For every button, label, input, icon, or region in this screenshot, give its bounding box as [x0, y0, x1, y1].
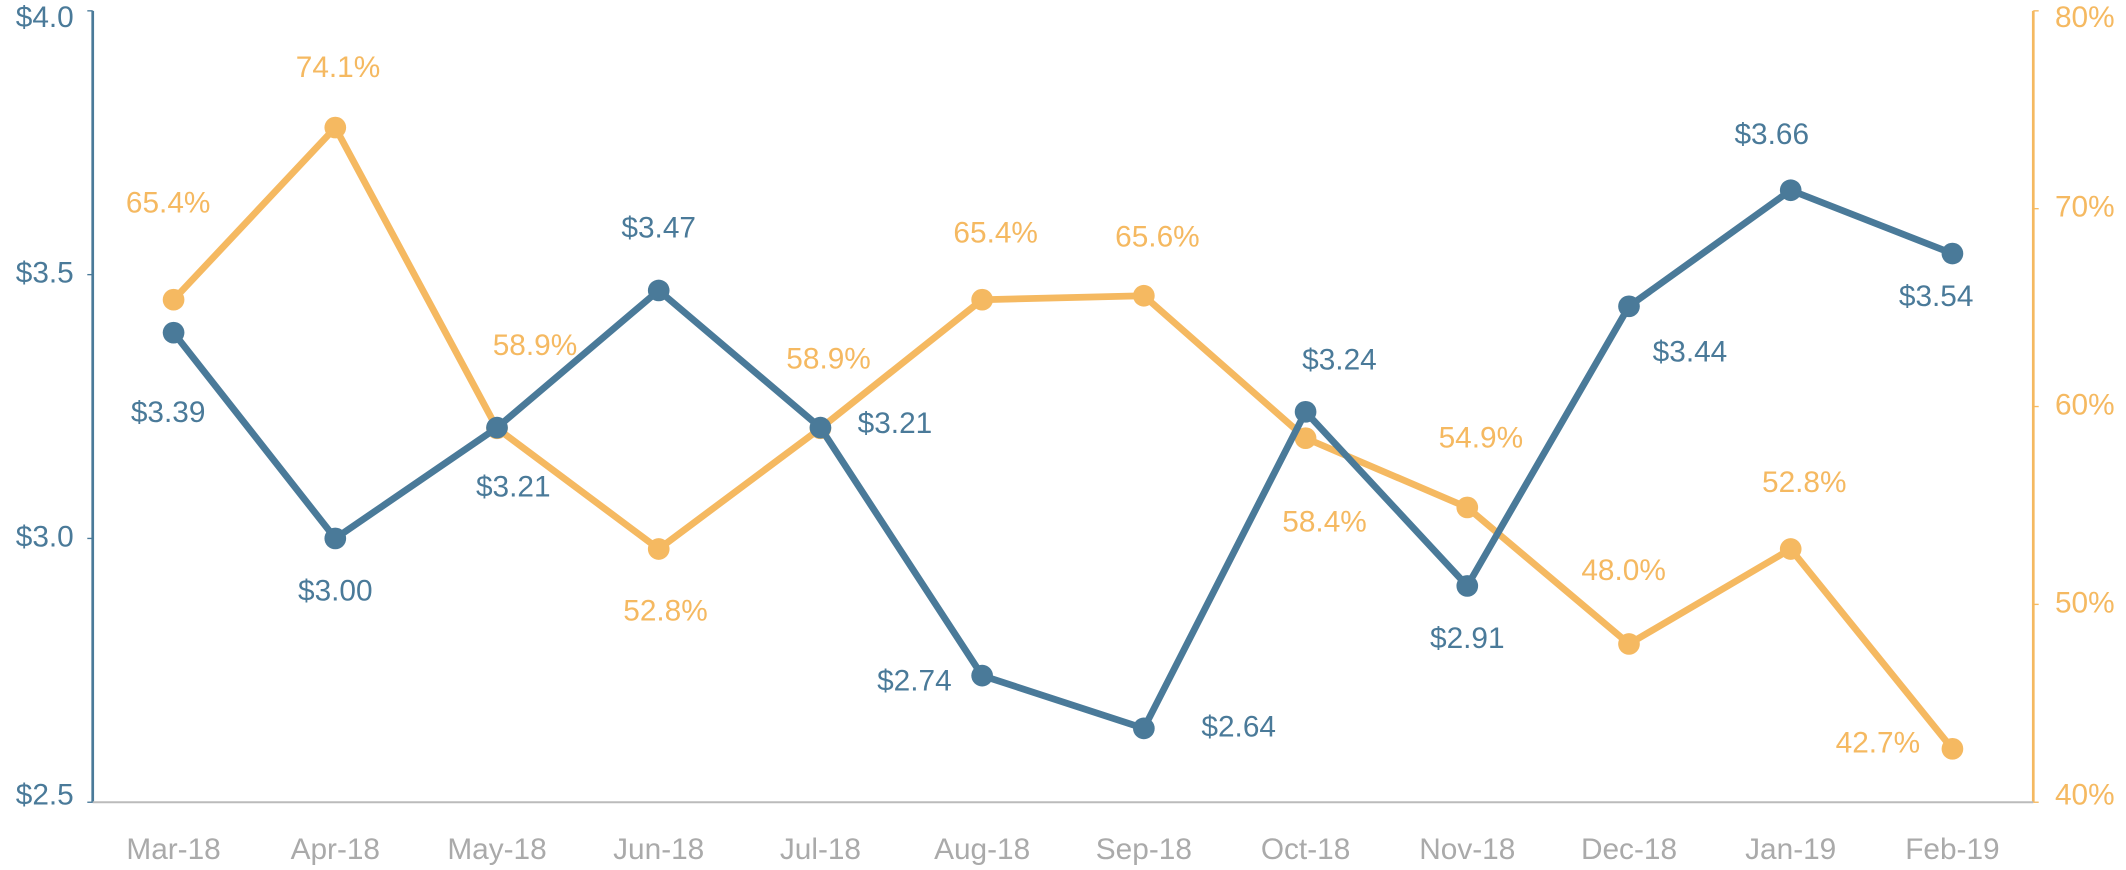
- data-point: [971, 288, 993, 311]
- data-point: [1941, 737, 1964, 760]
- data-point: [647, 279, 670, 302]
- data-point: [1294, 427, 1317, 450]
- y2-tick-label: 60%: [2055, 388, 2115, 421]
- data-point: [162, 288, 185, 311]
- series-line: [170, 186, 1954, 732]
- y2-tick-label: 70%: [2055, 191, 2115, 224]
- y-tick-label: $3.0: [16, 520, 74, 553]
- data-point: [809, 416, 832, 439]
- data-point: [647, 538, 670, 560]
- y-tick-label: $2.5: [16, 779, 74, 812]
- data-point: [1133, 284, 1155, 307]
- data-point: [324, 116, 347, 139]
- data-label: $2.64: [1201, 710, 1276, 743]
- data-label: 54.9%: [1439, 422, 1524, 455]
- data-label: 65.6%: [1115, 221, 1200, 254]
- data-label: 58.4%: [1282, 505, 1367, 538]
- data-point: [1294, 400, 1317, 423]
- data-point: [1779, 538, 1802, 560]
- x-tick-label: Jun-18: [613, 833, 704, 866]
- data-label: 58.9%: [786, 342, 871, 375]
- x-tick-label: Nov-18: [1419, 833, 1515, 866]
- data-label: $2.91: [1430, 622, 1505, 655]
- x-tick-label: Jan-19: [1745, 833, 1836, 866]
- x-tick-label: Mar-18: [126, 833, 220, 866]
- x-tick-label: Feb-19: [1905, 833, 1999, 866]
- data-point: [1456, 575, 1479, 597]
- data-label: 48.0%: [1581, 554, 1666, 587]
- data-label: $3.39: [131, 396, 206, 429]
- data-label: 52.8%: [1762, 466, 1847, 499]
- data-label: $3.00: [298, 575, 373, 608]
- data-point: [971, 664, 993, 687]
- x-tick-label: Apr-18: [291, 833, 380, 866]
- series-line: [171, 124, 1956, 751]
- x-tick-label: Jul-18: [780, 833, 861, 866]
- data-label: $3.44: [1653, 336, 1728, 369]
- data-point: [324, 527, 347, 550]
- data-label: $3.47: [621, 211, 696, 244]
- data-label: $3.24: [1302, 344, 1377, 377]
- data-label: 42.7%: [1836, 727, 1921, 760]
- data-label: 65.4%: [126, 187, 210, 220]
- x-tick-label: Dec-18: [1581, 833, 1677, 866]
- x-tick-label: Oct-18: [1261, 833, 1350, 866]
- data-point: [1618, 633, 1640, 655]
- data-point: [1779, 179, 1802, 202]
- data-point: [1618, 295, 1640, 318]
- data-label: $3.66: [1734, 118, 1809, 151]
- data-point: [486, 416, 508, 439]
- data-point: [162, 321, 185, 344]
- data-label: $3.21: [476, 471, 551, 504]
- y2-tick-label: 40%: [2055, 779, 2115, 812]
- data-point: [1456, 496, 1479, 519]
- data-label: 65.4%: [953, 217, 1038, 250]
- data-label: 58.9%: [493, 329, 578, 362]
- y-tick-label: $3.5: [16, 257, 74, 290]
- x-tick-label: May-18: [447, 833, 546, 866]
- data-label: 74.1%: [296, 51, 381, 84]
- data-label: $2.74: [877, 664, 952, 697]
- data-point: [1133, 717, 1155, 740]
- y2-tick-label: 80%: [2055, 1, 2115, 34]
- data-label: $3.21: [858, 407, 933, 440]
- y-tick-label: $4.0: [16, 1, 74, 34]
- data-point: [1941, 242, 1964, 265]
- data-label: $3.54: [1899, 280, 1974, 313]
- x-tick-label: Sep-18: [1096, 833, 1192, 866]
- data-label: 52.8%: [623, 595, 708, 628]
- y2-tick-label: 50%: [2055, 586, 2115, 619]
- x-tick-label: Aug-18: [934, 833, 1030, 866]
